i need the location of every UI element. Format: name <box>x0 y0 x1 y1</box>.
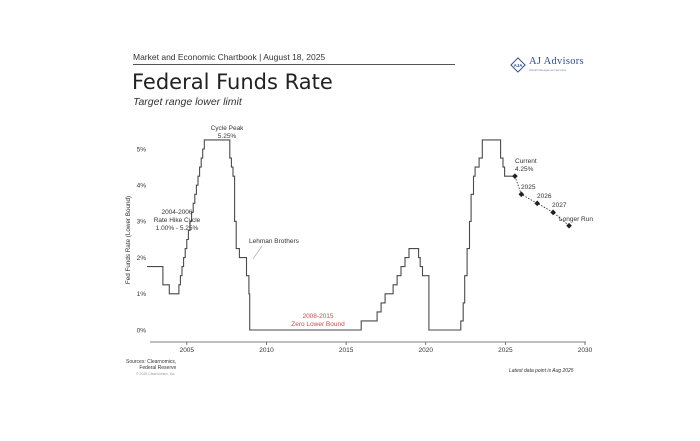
annotation-projection-2026: 2026 <box>537 193 552 200</box>
chartbook-header: Market and Economic Chartbook | August 1… <box>133 52 326 62</box>
projection-point <box>518 191 525 198</box>
annotation-projection-2025: 2025 <box>521 184 536 191</box>
projection-point <box>550 209 556 216</box>
footer-source-line: Sources: Clearnomics, <box>126 359 177 365</box>
annotation-lehman-brothers: Lehman Brothers <box>249 238 300 245</box>
footer-copyright: © 2025 Clearnomics, Inc. <box>136 372 176 376</box>
annotation-current: 4.25% <box>515 166 534 173</box>
annotation-longer-run: Longer Run <box>559 216 593 223</box>
projection-point <box>566 222 572 229</box>
y-tick-label: 4% <box>137 183 147 190</box>
footer-note: Latest data point is Aug 2025 <box>509 368 574 374</box>
annotation-zero-lower-bound: 2008-2015 <box>302 313 333 320</box>
annotation-projection-2027: 2027 <box>552 202 567 209</box>
annotation-rate-hike-cycle: 1.00% - 5.25% <box>156 225 199 232</box>
footer-sources: Sources: Clearnomics, Federal Reserve <box>126 359 176 371</box>
annotation-rate-hike-cycle: Rate Hike Cycle <box>154 217 201 224</box>
x-tick-label: 2015 <box>339 347 354 354</box>
y-axis-label: Fed Funds Rate (Lower Bound) <box>125 196 132 284</box>
page-subtitle: Target range lower limit <box>133 96 242 108</box>
logo-tagline: Wealth Management Services <box>529 68 567 72</box>
y-tick-label: 1% <box>137 291 147 298</box>
y-tick-label: 3% <box>137 219 147 226</box>
y-tick-label: 0% <box>137 327 147 334</box>
footer-source-line: Federal Reserve <box>139 365 177 371</box>
logo-diamond-icon: AJA <box>510 57 526 73</box>
projection-point <box>534 200 541 207</box>
x-tick-label: 2020 <box>418 347 433 354</box>
fed-funds-rate-series <box>147 139 515 331</box>
x-tick-label: 2030 <box>578 347 593 354</box>
annotation-zero-lower-bound: Zero Lower Bound <box>291 321 345 328</box>
company-logo: AJA AJ Advisors Wealth Management Servic… <box>510 56 590 75</box>
projection-point <box>512 173 518 180</box>
annotation-current: Current <box>515 158 537 165</box>
annotation-cycle-peak: 5.25% <box>218 133 237 140</box>
x-tick-label: 2025 <box>498 347 513 354</box>
y-tick-label: 2% <box>137 255 147 262</box>
annotation-lehman-leader <box>252 245 263 260</box>
page-title: Federal Funds Rate <box>132 70 333 94</box>
x-tick-label: 2005 <box>180 347 195 354</box>
annotation-rate-hike-cycle: 2004-2006 <box>161 209 192 216</box>
y-tick-label: 5% <box>137 146 147 153</box>
annotation-cycle-peak: Cycle Peak <box>211 125 245 132</box>
logo-mark-text: AJA <box>514 63 524 68</box>
logo-name: AJ Advisors <box>529 56 584 67</box>
header-divider <box>133 64 455 65</box>
x-tick-label: 2010 <box>259 347 274 354</box>
